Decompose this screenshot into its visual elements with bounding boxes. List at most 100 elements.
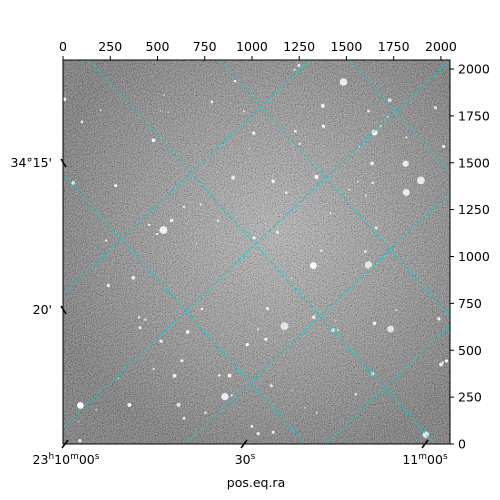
top-tick-label: 250 [98,39,122,54]
star [147,223,151,227]
star [151,138,156,143]
star [137,316,141,319]
ra-tick-mark [240,439,248,449]
star [269,384,273,388]
star [250,425,254,428]
star [387,98,392,103]
star [405,136,408,139]
star [297,63,301,67]
right-tick-label: 1000 [458,249,490,264]
dec-tick-mark [60,305,67,315]
star [314,175,319,179]
star [321,124,326,128]
star [172,373,177,378]
star [99,109,102,112]
star [182,416,186,420]
star [159,339,163,343]
right-tick-label: 2000 [458,62,490,77]
star [163,94,165,97]
ra-label-0: 23h10m00s [33,452,100,467]
dec-grid-line [63,60,311,295]
star [80,120,84,124]
star [210,100,214,104]
star [370,372,375,376]
star [402,160,409,167]
x-axis-label: pos.eq.ra [227,475,285,490]
star [439,362,443,367]
star [402,188,410,196]
ra-grid-line [63,174,306,444]
star [280,322,289,331]
top-tick-label: 1750 [378,39,410,54]
star [444,359,449,363]
star [363,250,367,253]
star [271,179,275,184]
star [167,111,169,114]
right-pixel-axis: 0 250 500 750 1000 1250 1500 1750 2000 [450,62,490,452]
star [265,306,270,310]
star [117,377,119,380]
star [374,226,378,230]
world-coordinate-ticks [60,158,429,449]
star [252,131,256,135]
star [320,103,325,108]
star [312,315,316,319]
star [63,97,67,101]
right-tick-label: 500 [458,343,482,358]
star [216,219,220,222]
star [367,109,370,113]
star [386,116,389,118]
top-tick-label: 1000 [236,39,268,54]
star [95,408,97,411]
star [358,145,360,148]
star [310,262,317,269]
star [78,438,82,443]
star [433,106,438,110]
star [156,232,159,236]
star [152,367,156,371]
star [441,361,445,364]
star [293,68,296,72]
right-tick-label: 250 [458,390,482,405]
star [114,184,118,188]
dec-label-1: 20' [33,302,52,317]
star [437,317,441,321]
star [417,176,425,185]
star [364,194,368,197]
star [182,205,186,209]
dec-label-0: 34°15' [11,155,53,170]
star-field [63,63,449,443]
star [336,328,339,331]
star [131,275,135,280]
ra-label-2: 11m00s [402,452,448,467]
star [127,402,132,407]
star [371,181,374,185]
dec-grid-line [63,60,450,428]
star [387,325,395,333]
star [304,406,306,409]
plot-frame [62,59,451,445]
star [371,129,378,136]
star [395,309,398,312]
coordinate-grid [63,60,450,444]
top-tick-label: 0 [59,39,67,54]
star [204,411,207,415]
dec-tick-mark [60,158,67,168]
right-tick-label: 1250 [458,202,490,217]
star [271,430,275,434]
right-tick-label: 0 [458,437,466,452]
star [199,203,202,206]
star [186,330,190,334]
star [176,402,181,407]
star [242,110,246,113]
top-pixel-axis: 0 250 500 750 1000 1250 1500 1750 2000 [59,39,457,60]
star [357,180,359,183]
star [200,307,204,311]
star [334,320,337,322]
star [329,212,332,215]
top-tick-label: 750 [193,39,217,54]
star [294,129,297,133]
star [77,420,80,422]
ra-tick-mark [421,439,429,449]
